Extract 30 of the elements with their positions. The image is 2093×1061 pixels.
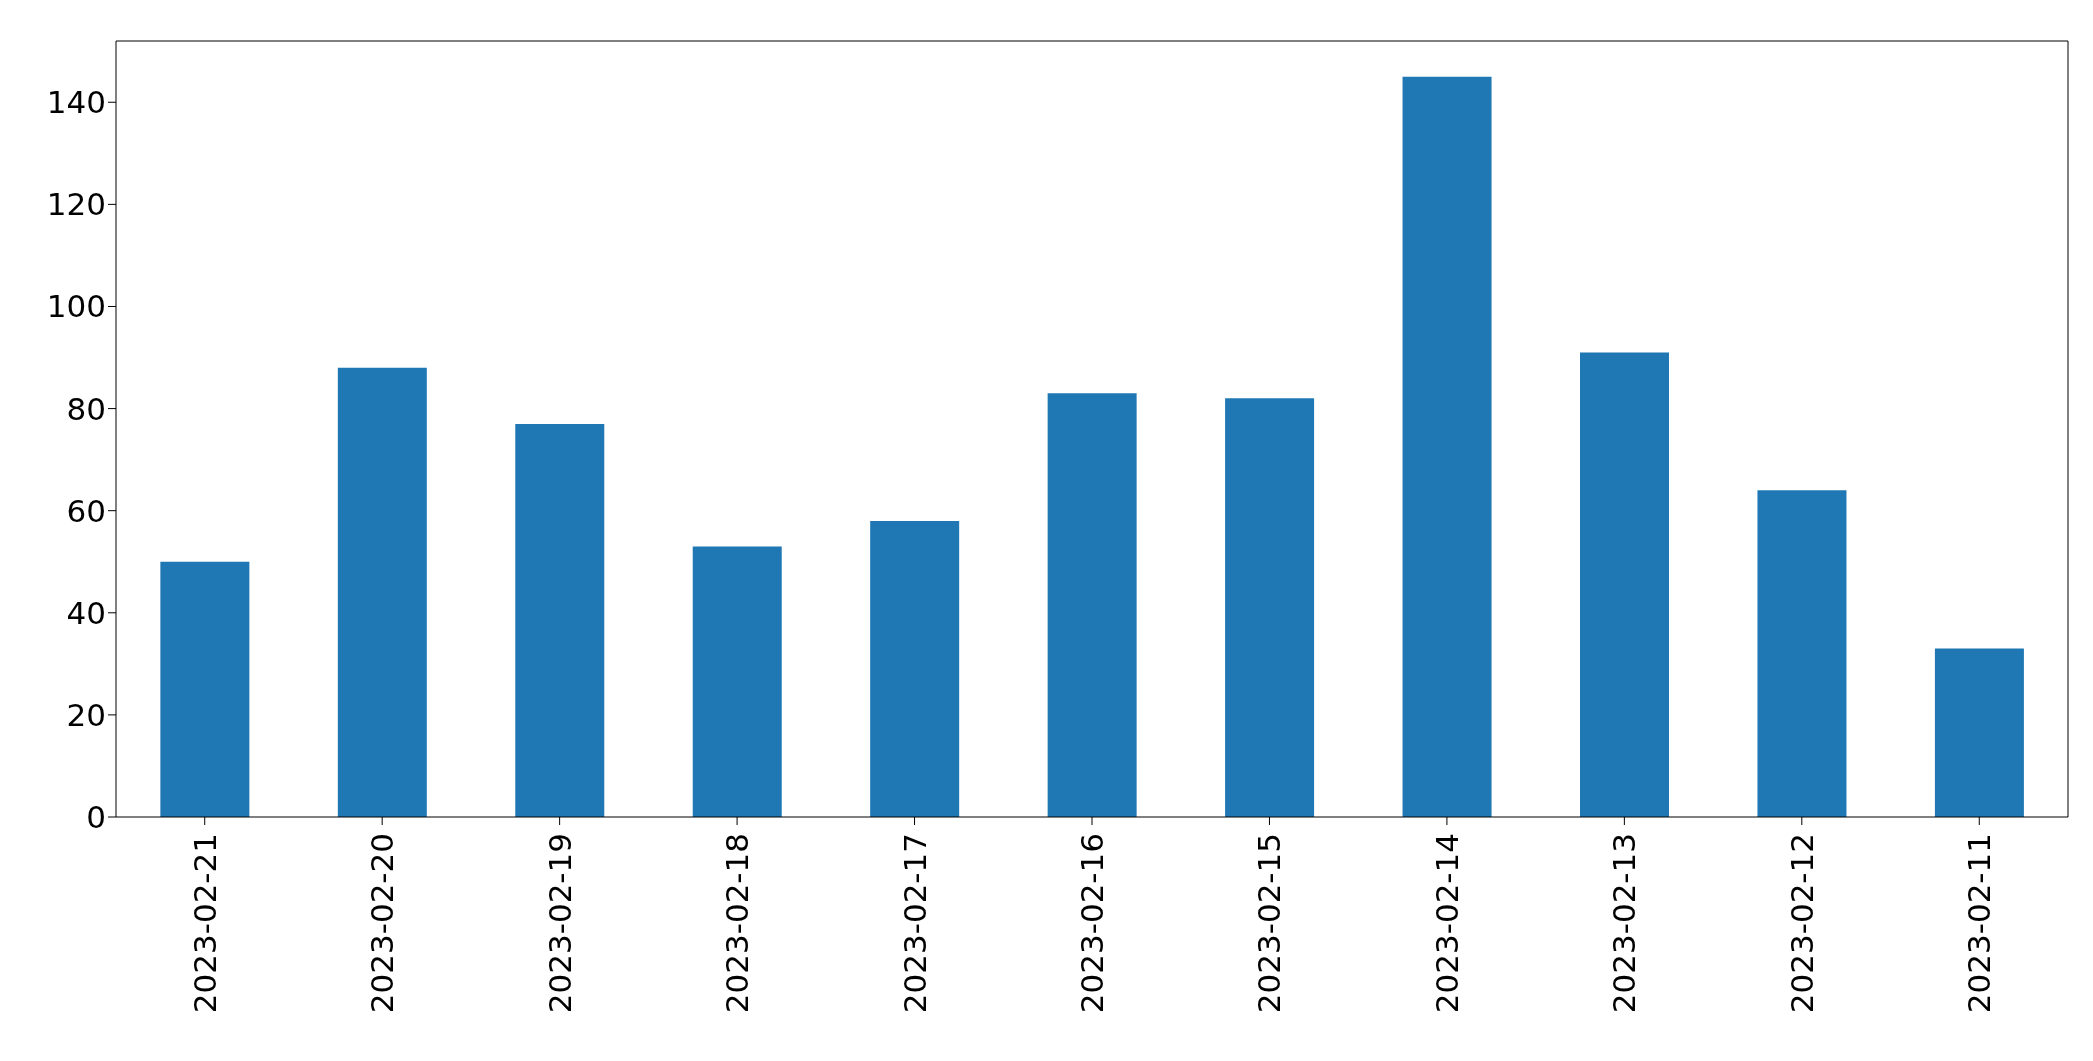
y-tick-label: 20	[66, 696, 106, 733]
x-tick-label: 2023-02-17	[896, 833, 933, 1014]
bar	[515, 423, 605, 817]
y-tick-label: 80	[66, 390, 106, 427]
bar	[337, 367, 427, 817]
bar	[1757, 490, 1847, 817]
bar	[1580, 352, 1669, 817]
bar	[692, 546, 782, 817]
y-tick-label: 60	[66, 492, 106, 529]
bar	[870, 520, 960, 817]
bar	[1047, 393, 1137, 817]
x-tick-label: 2023-02-21	[186, 833, 223, 1014]
x-tick-label: 2023-02-11	[1961, 833, 1998, 1014]
y-tick-label: 0	[86, 799, 106, 836]
x-tick-label: 2023-02-12	[1783, 833, 1820, 1014]
x-tick-label: 2023-02-13	[1606, 833, 1643, 1014]
x-tick-label: 2023-02-19	[541, 833, 578, 1014]
x-tick-label: 2023-02-14	[1428, 833, 1465, 1014]
bar	[160, 561, 250, 817]
x-tick-label: 2023-02-15	[1251, 833, 1288, 1014]
x-tick-label: 2023-02-18	[719, 833, 756, 1014]
bar	[1934, 648, 2024, 817]
y-tick-label: 140	[46, 84, 106, 121]
y-tick-label: 120	[46, 186, 106, 223]
x-tick-label: 2023-02-20	[364, 833, 401, 1014]
bar	[1225, 398, 1315, 817]
bar	[1402, 76, 1492, 817]
x-tick-label: 2023-02-16	[1074, 833, 1110, 1014]
y-tick-label: 100	[46, 288, 106, 325]
y-tick-label: 40	[66, 594, 106, 631]
